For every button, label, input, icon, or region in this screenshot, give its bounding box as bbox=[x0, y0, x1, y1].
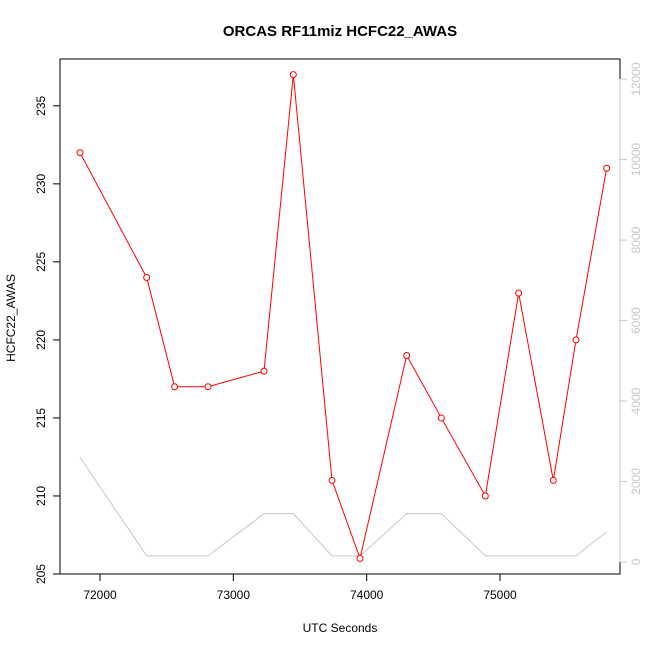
y-tick-label: 225 bbox=[34, 252, 48, 272]
y-tick-label: 210 bbox=[34, 486, 48, 506]
data-point bbox=[481, 492, 489, 500]
data-point bbox=[76, 149, 84, 157]
data-point bbox=[572, 336, 580, 344]
y2-tick-label: 12000 bbox=[629, 62, 643, 96]
y-tick-label: 235 bbox=[34, 95, 48, 115]
y2-tick-label: 6000 bbox=[629, 307, 643, 334]
y-tick-label: 220 bbox=[34, 330, 48, 350]
data-point bbox=[171, 383, 179, 391]
y-tick-label: 215 bbox=[34, 408, 48, 428]
series-layer bbox=[76, 71, 611, 562]
data-point bbox=[603, 164, 611, 172]
data-point bbox=[515, 289, 523, 297]
x-tick-label: 73000 bbox=[217, 588, 251, 602]
y2-tick-label: 2000 bbox=[629, 468, 643, 495]
x-axis-label: UTC Seconds bbox=[303, 621, 378, 635]
data-point bbox=[437, 414, 445, 422]
y-tick-label: 230 bbox=[34, 174, 48, 194]
data-point bbox=[403, 352, 411, 360]
data-point bbox=[143, 273, 151, 281]
data-point bbox=[356, 554, 364, 562]
y-axis-label: HCFC22_AWAS bbox=[4, 274, 18, 362]
data-point bbox=[260, 367, 268, 375]
data-point bbox=[328, 476, 336, 484]
y2-axis: 0 2000 4000 6000 8000 10000 12000 bbox=[619, 62, 643, 565]
data-point bbox=[289, 71, 297, 79]
y-tick-label: 205 bbox=[34, 564, 48, 584]
data-point bbox=[204, 383, 212, 391]
x-axis: 72000 73000 74000 75000 bbox=[83, 573, 517, 602]
y2-tick-label: 4000 bbox=[629, 387, 643, 414]
x-tick-label: 75000 bbox=[483, 588, 517, 602]
y-axis: 205 210 215 220 225 230 235 bbox=[34, 95, 61, 584]
x-tick-label: 74000 bbox=[350, 588, 384, 602]
y2-tick-label: 8000 bbox=[629, 226, 643, 253]
y2-tick-label: 0 bbox=[629, 558, 643, 565]
y2-tick-label: 10000 bbox=[629, 143, 643, 177]
chart-title: ORCAS RF11miz HCFC22_AWAS bbox=[223, 23, 457, 40]
x-tick-label: 72000 bbox=[83, 588, 117, 602]
data-point bbox=[549, 476, 557, 484]
